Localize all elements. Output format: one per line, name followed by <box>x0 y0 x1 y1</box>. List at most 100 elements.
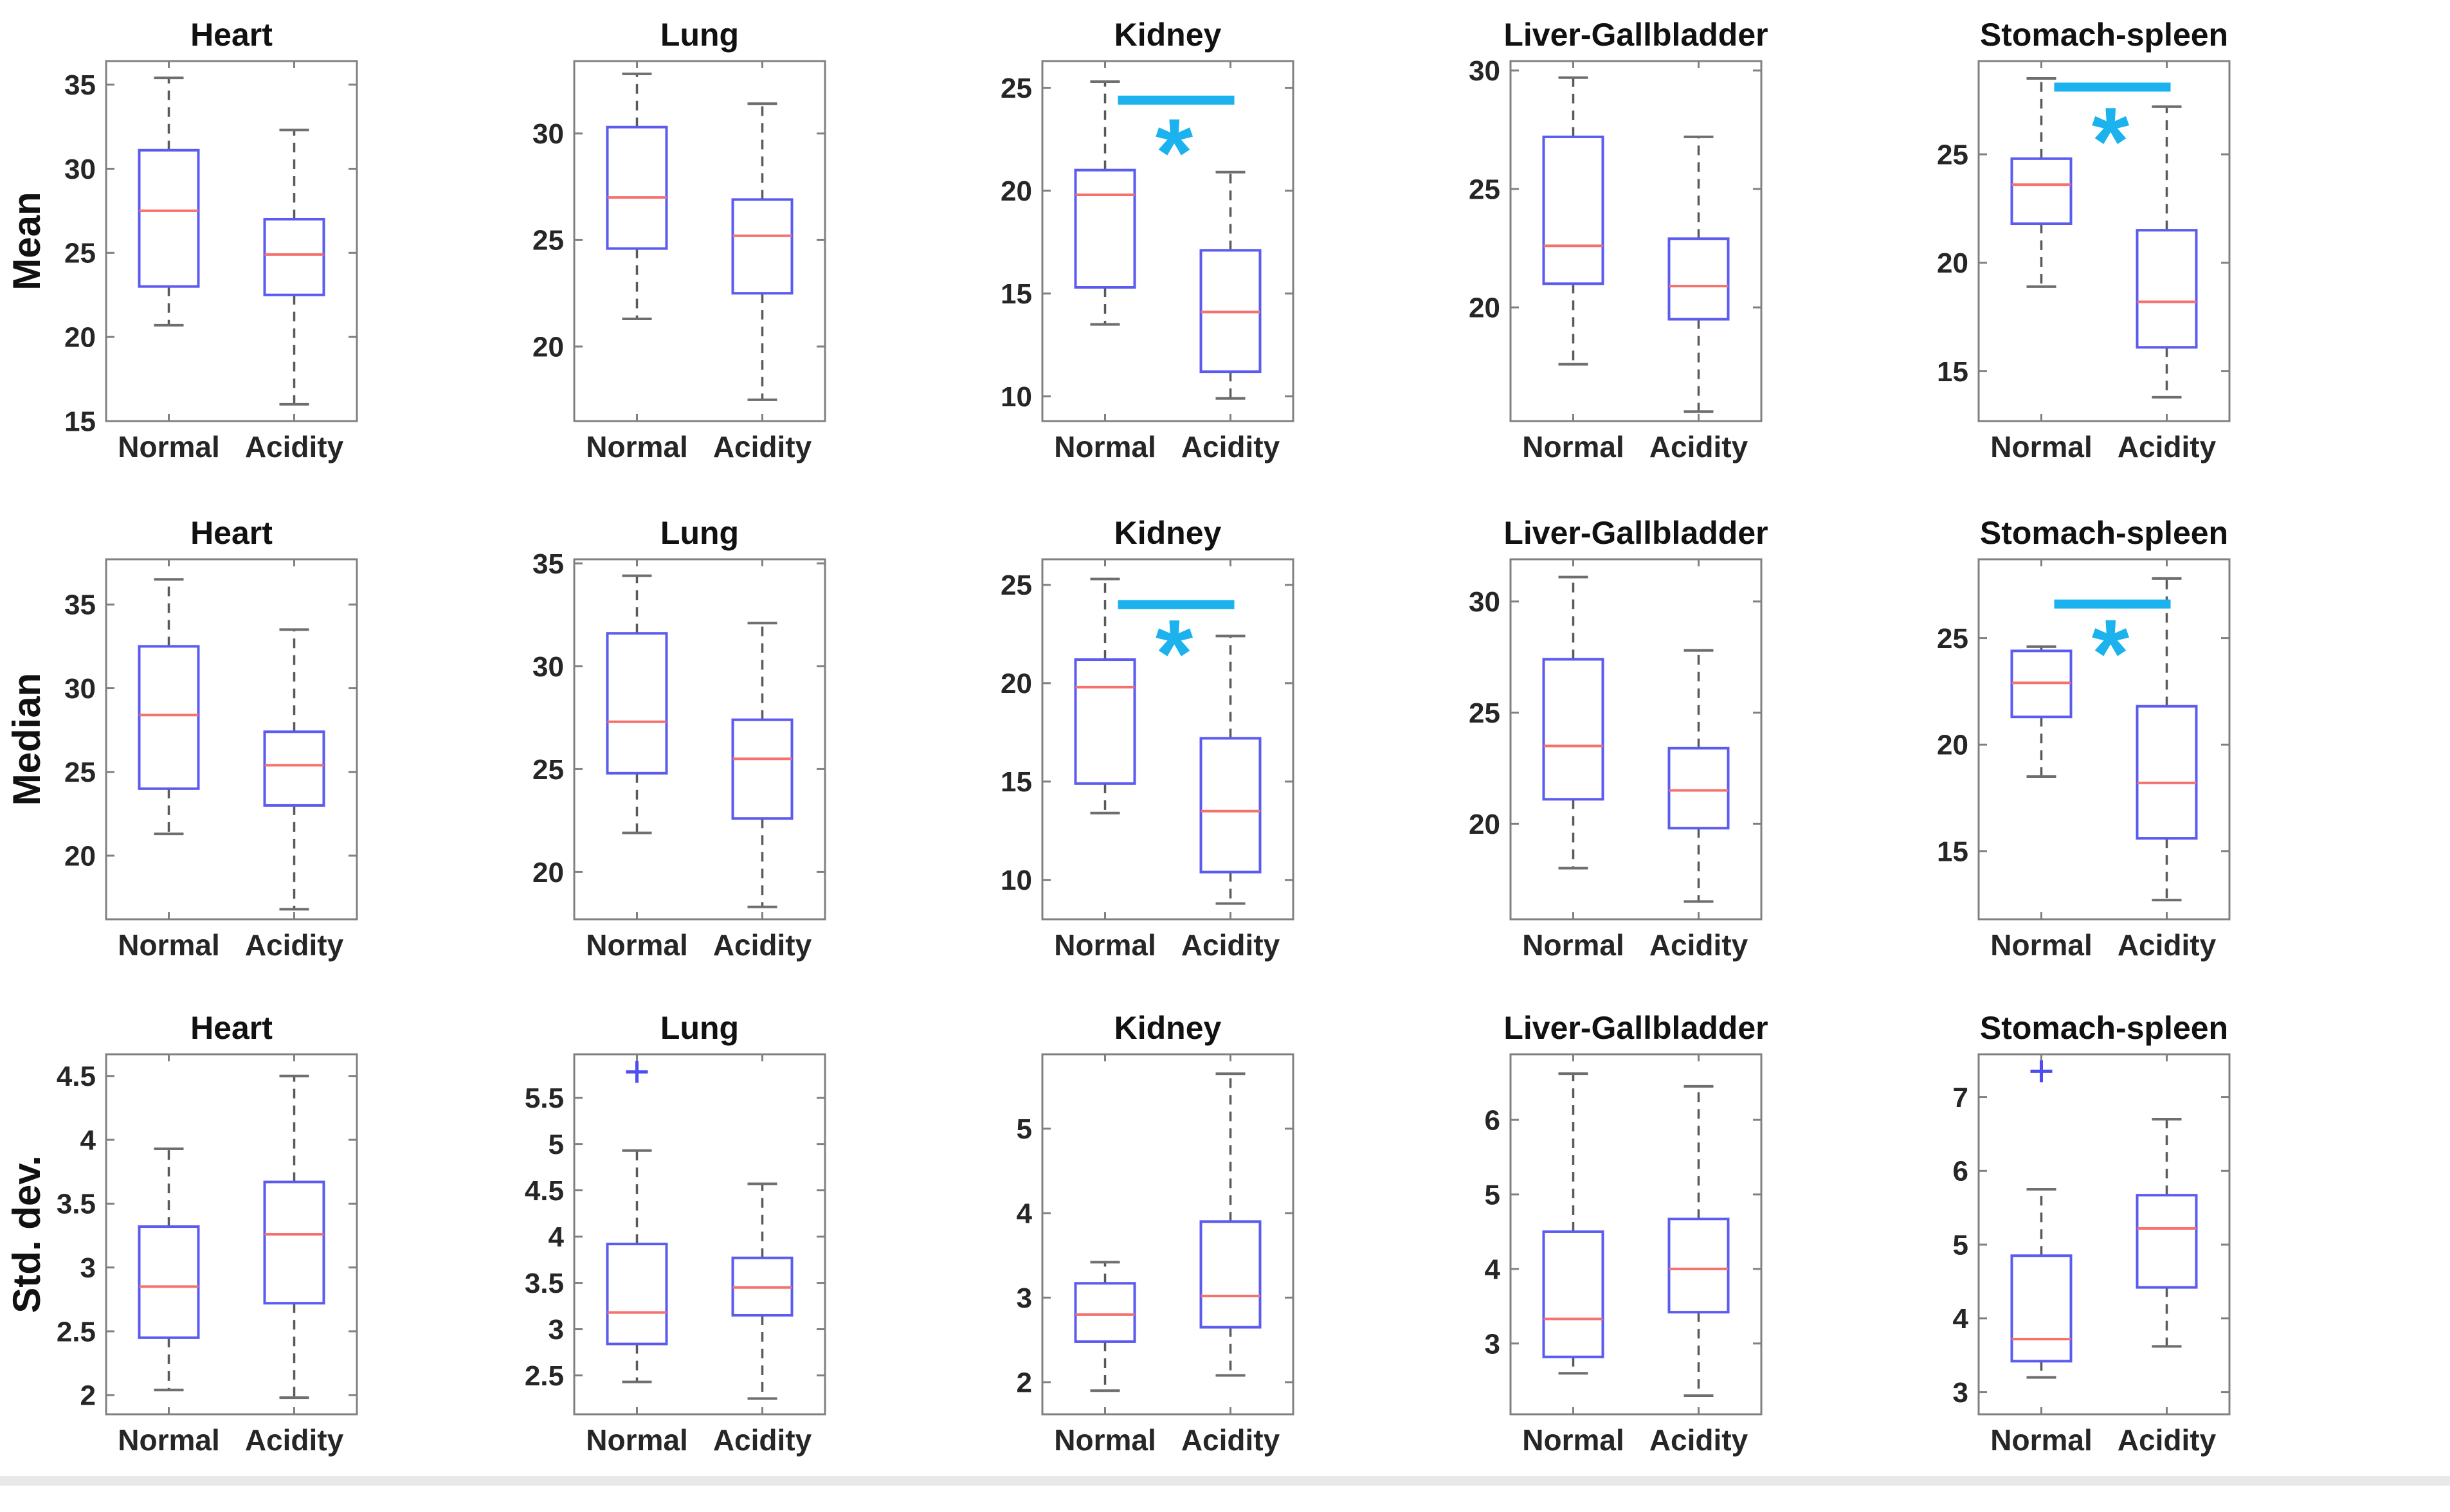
box-normal <box>138 1225 200 1339</box>
x-category-label: Acidity <box>1181 1423 1280 1457</box>
x-category-label: Normal <box>586 430 687 464</box>
box-acidity <box>263 730 325 807</box>
axes-box <box>1509 1053 1763 1416</box>
y-tick-label: 20 <box>1937 730 1968 761</box>
y-tick-label: 25 <box>1937 623 1968 654</box>
subplot-title: Liver-Gallbladder <box>1503 515 1768 551</box>
x-category-label: Acidity <box>2118 430 2217 464</box>
box-normal <box>606 632 668 775</box>
y-tick-label: 25 <box>1937 139 1968 170</box>
box-normal <box>1542 1230 1604 1358</box>
axes-box <box>1509 558 1763 921</box>
y-tick-label: 4.5 <box>525 1175 564 1207</box>
subplot-mean-kidney: Kidney 10 15 20 25 Normal Acidity * <box>1001 17 1294 464</box>
axes-box <box>573 60 826 422</box>
x-category-label: Normal <box>1990 1423 2092 1457</box>
box-acidity <box>1667 1218 1730 1314</box>
x-category-label: Normal <box>118 1423 219 1457</box>
row-label-std-dev-: Std. dev. <box>5 1155 48 1313</box>
y-tick-label: 15 <box>1937 836 1968 867</box>
y-tick-label: 25 <box>532 754 564 786</box>
y-tick-label: 25 <box>1001 570 1032 601</box>
y-tick-label: 30 <box>1469 586 1500 618</box>
box-acidity <box>2136 1194 2198 1289</box>
box-normal <box>1542 135 1604 285</box>
y-tick-label: 3.5 <box>57 1189 96 1220</box>
subplot-mean-heart: Heart 15 20 25 30 35 Normal Acidity <box>64 17 358 464</box>
y-tick-label: 20 <box>532 331 564 363</box>
y-tick-label: 20 <box>1469 292 1500 324</box>
x-category-label: Acidity <box>713 928 812 962</box>
x-category-label: Normal <box>586 1423 687 1457</box>
box-acidity <box>1667 746 1730 830</box>
y-tick-label: 2.5 <box>57 1316 96 1347</box>
box-acidity <box>1667 237 1730 321</box>
axes-box <box>1977 558 2231 921</box>
x-category-label: Normal <box>118 928 219 962</box>
y-tick-label: 4 <box>1485 1254 1501 1285</box>
subplot-mean-stomach-spleen: Stomach-spleen 15 20 25 Normal Acidity * <box>1937 17 2231 464</box>
y-tick-label: 7 <box>1953 1082 1968 1113</box>
subplot-title: Heart <box>190 515 273 551</box>
x-category-label: Acidity <box>2118 1423 2217 1457</box>
x-category-label: Acidity <box>713 1423 812 1457</box>
y-tick-label: 2 <box>1017 1367 1032 1398</box>
y-tick-label: 3 <box>1017 1282 1032 1314</box>
subplot-median-heart: Heart 20 25 30 35 Normal Acidity <box>64 515 358 962</box>
subplot-std-dev--lung: Lung 2.5 3 3.5 4 4.5 5 5.5 Normal Acidity <box>525 1010 826 1457</box>
y-tick-label: 20 <box>1001 176 1032 207</box>
y-tick-label: 10 <box>1001 381 1032 413</box>
y-tick-label: 15 <box>64 406 96 437</box>
row-label-median: Median <box>5 673 48 806</box>
box-normal <box>2010 1254 2073 1363</box>
y-tick-label: 3 <box>1953 1377 1968 1408</box>
box-normal <box>1542 658 1604 801</box>
subplot-median-liver-gallbladder: Liver-Gallbladder 20 25 30 Normal Acidity <box>1469 515 1768 962</box>
y-tick-label: 6 <box>1953 1156 1968 1187</box>
significance-asterisk: * <box>2092 599 2130 707</box>
y-tick-label: 2 <box>80 1380 96 1412</box>
y-tick-label: 30 <box>1469 55 1500 87</box>
x-category-label: Acidity <box>713 430 812 464</box>
axes-box <box>105 1053 358 1416</box>
bottom-scroll-strip <box>0 1476 2450 1486</box>
y-tick-label: 30 <box>532 651 564 683</box>
x-category-label: Acidity <box>2118 928 2217 962</box>
subplot-mean-liver-gallbladder: Liver-Gallbladder 20 25 30 Normal Acidity <box>1469 17 1768 464</box>
significance-asterisk: * <box>1156 599 1193 707</box>
y-tick-label: 10 <box>1001 865 1032 896</box>
x-category-label: Normal <box>1054 1423 1156 1457</box>
subplot-std-dev--kidney: Kidney 2 3 4 5 Normal Acidity <box>1017 1010 1294 1457</box>
y-tick-label: 20 <box>64 840 96 872</box>
box-normal <box>2010 157 2073 226</box>
subplot-title: Lung <box>660 1010 739 1046</box>
y-tick-label: 20 <box>1937 248 1968 279</box>
x-category-label: Acidity <box>1181 430 1280 464</box>
axes-box <box>1977 1053 2231 1416</box>
box-normal <box>606 125 668 250</box>
box-acidity <box>2136 229 2198 349</box>
y-tick-label: 5 <box>549 1129 564 1160</box>
y-tick-label: 15 <box>1001 278 1032 310</box>
y-tick-label: 25 <box>64 238 96 269</box>
y-tick-label: 20 <box>1001 668 1032 699</box>
subplot-std-dev--liver-gallbladder: Liver-Gallbladder 3 4 5 6 Normal Acidity <box>1485 1010 1768 1457</box>
subplot-title: Stomach-spleen <box>1980 1010 2228 1046</box>
box-acidity <box>2136 705 2198 840</box>
subplot-median-stomach-spleen: Stomach-spleen 15 20 25 Normal Acidity * <box>1937 515 2231 962</box>
x-category-label: Acidity <box>245 1423 344 1457</box>
x-category-label: Acidity <box>245 928 344 962</box>
x-category-label: Acidity <box>1649 928 1748 962</box>
x-category-label: Normal <box>1054 430 1156 464</box>
box-normal <box>1074 168 1136 289</box>
axes-box <box>1977 60 2231 422</box>
y-tick-label: 25 <box>1001 73 1032 104</box>
y-tick-label: 25 <box>1469 174 1500 205</box>
y-tick-label: 15 <box>1937 356 1968 388</box>
y-tick-label: 5 <box>1953 1229 1968 1261</box>
subplot-std-dev--heart: Heart 2 2.5 3 3.5 4 4.5 Normal Acidity <box>57 1010 358 1457</box>
y-tick-label: 4 <box>549 1221 565 1253</box>
box-acidity <box>1199 737 1262 874</box>
y-tick-label: 4 <box>1017 1198 1033 1230</box>
subplot-title: Lung <box>660 17 739 53</box>
